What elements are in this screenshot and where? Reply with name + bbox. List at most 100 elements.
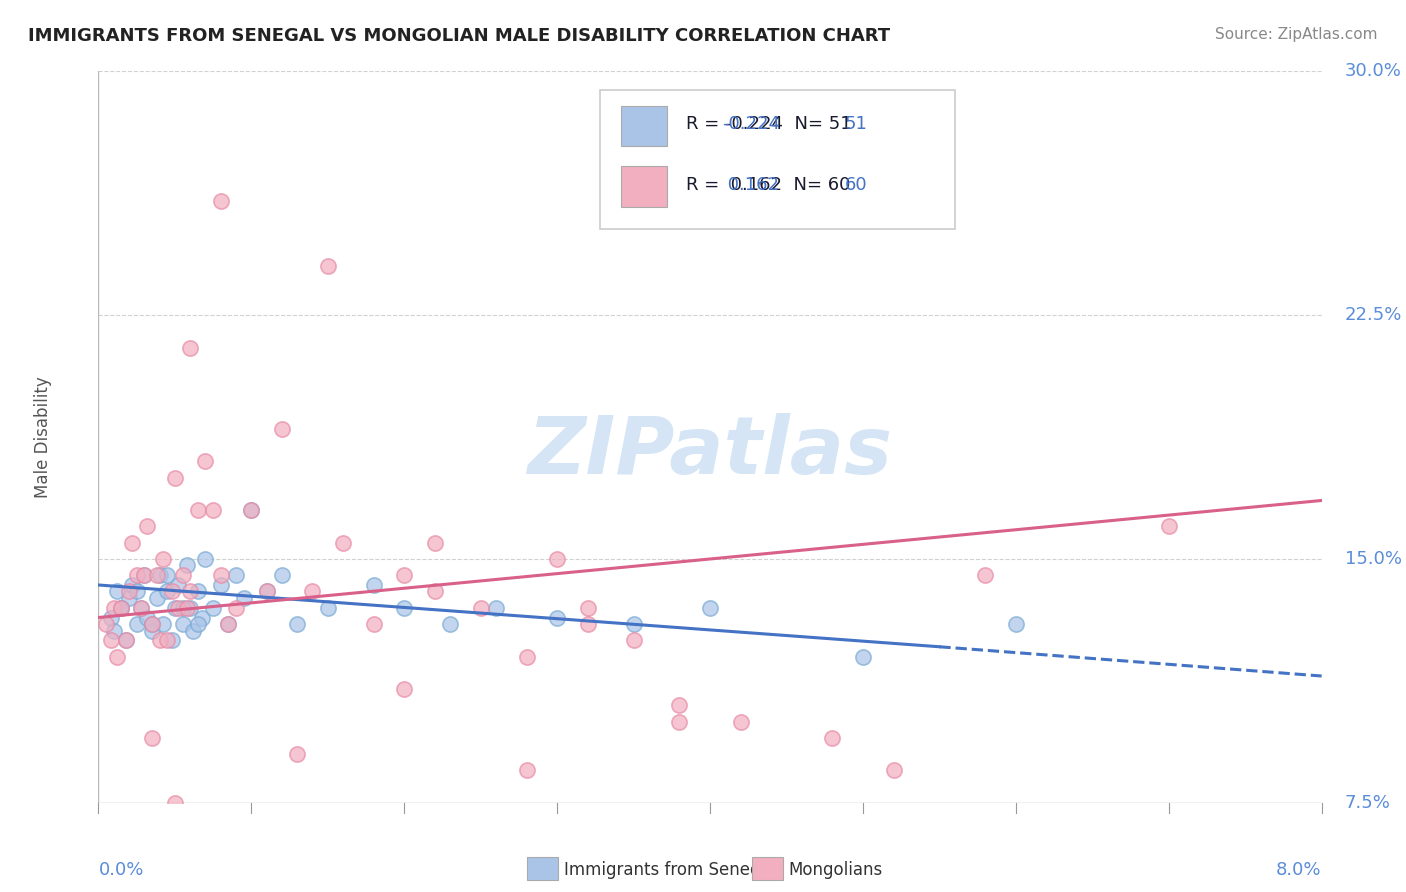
Point [129,600,152,615]
Text: 15.0%: 15.0% [1344,550,1402,568]
Point [115,633,138,648]
Point [240,503,263,517]
Text: 0.162: 0.162 [723,176,779,194]
Point [172,568,194,582]
Point [103,624,125,638]
Point [110,600,132,615]
Point [187,503,209,517]
Point [209,578,232,592]
Text: 51: 51 [845,115,868,133]
Point [179,341,201,355]
Point [141,731,163,745]
Point [240,503,263,517]
Point [301,584,323,599]
Point [270,422,294,436]
Point [103,600,125,615]
Point [181,624,204,638]
Text: 7.5%: 7.5% [1344,794,1391,812]
Text: Male Disability: Male Disability [34,376,52,498]
Point [225,600,247,615]
Point [163,471,186,485]
Text: 60: 60 [845,176,868,194]
Point [156,568,179,582]
Point [485,600,508,615]
Point [172,617,194,632]
Point [285,617,308,632]
FancyBboxPatch shape [620,106,668,146]
Point [121,578,143,592]
Point [515,649,537,664]
Point [316,600,339,615]
Point [149,633,172,648]
Point [217,617,239,632]
Point [623,617,645,632]
Point [152,552,174,566]
Point [285,747,308,761]
Point [179,600,201,615]
Point [1004,617,1026,632]
Point [316,260,339,274]
Point [105,649,128,664]
Point [623,633,645,648]
Point [202,600,225,615]
Point [167,578,190,592]
Text: Mongolians: Mongolians [789,861,883,879]
Point [668,698,690,713]
Point [194,454,217,468]
Point [172,600,194,615]
Point [145,568,167,582]
Text: Immigrants from Senegal: Immigrants from Senegal [564,861,775,879]
Point [118,591,141,605]
Text: Source: ZipAtlas.com: Source: ZipAtlas.com [1215,27,1378,42]
FancyBboxPatch shape [620,167,668,207]
Point [546,552,568,566]
Point [821,731,844,745]
Text: IMMIGRANTS FROM SENEGAL VS MONGOLIAN MALE DISABILITY CORRELATION CHART: IMMIGRANTS FROM SENEGAL VS MONGOLIAN MAL… [28,27,890,45]
Text: 22.5%: 22.5% [1344,306,1402,324]
Point [125,617,148,632]
Point [136,610,159,624]
Point [149,568,172,582]
Point [167,600,190,615]
Point [668,714,690,729]
Point [332,535,354,549]
Point [576,617,599,632]
Point [439,617,461,632]
Point [160,633,183,648]
Point [136,519,159,533]
Point [134,568,156,582]
Point [176,600,198,615]
Point [363,617,385,632]
Point [515,764,537,778]
Point [194,552,217,566]
Point [125,568,148,582]
Point [470,600,492,615]
Point [163,600,186,615]
Point [100,633,122,648]
Point [1035,861,1057,875]
Point [1157,519,1180,533]
Point [129,600,152,615]
Point [852,649,875,664]
Point [152,617,174,632]
FancyBboxPatch shape [600,89,955,228]
Point [141,617,163,632]
Point [121,535,143,549]
Text: ZIPatlas: ZIPatlas [527,413,893,491]
Point [202,503,225,517]
Text: 8.0%: 8.0% [1277,862,1322,880]
Point [187,617,209,632]
Point [730,714,752,729]
Point [105,584,128,599]
Text: R =  0.162  N= 60: R = 0.162 N= 60 [686,176,851,194]
Point [110,600,132,615]
Text: -0.224: -0.224 [723,115,780,133]
Point [94,617,117,632]
Point [225,568,247,582]
Point [232,591,254,605]
Point [141,617,163,632]
Point [423,584,446,599]
Point [187,584,209,599]
Point [141,624,163,638]
Point [256,584,278,599]
